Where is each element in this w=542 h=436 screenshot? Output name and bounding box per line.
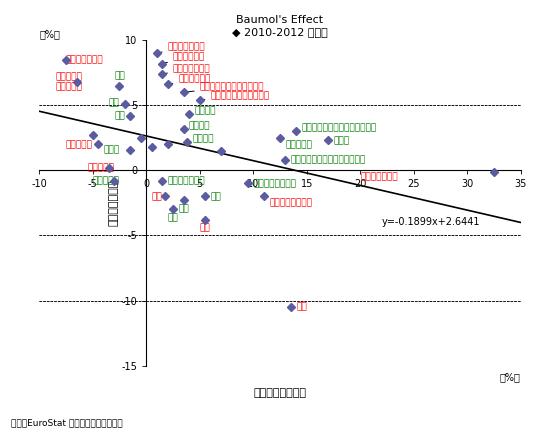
Text: 放送: 放送 — [114, 72, 125, 81]
Text: 通信: 通信 — [296, 303, 307, 312]
Y-axis label: 雇用者数成長率: 雇用者数成長率 — [108, 180, 119, 226]
Title: Baumol's Effect
◆ 2010-2012 年平均: Baumol's Effect ◆ 2010-2012 年平均 — [232, 15, 328, 37]
Text: 医薬品: 医薬品 — [104, 145, 119, 154]
Text: 上下水道、
廃棄物処理: 上下水道、 廃棄物処理 — [55, 72, 82, 92]
Text: 印刷: 印刷 — [152, 192, 162, 201]
X-axis label: 労働生産性上昇率: 労働生産性上昇率 — [254, 388, 306, 399]
Text: 化学・化学製品: 化学・化学製品 — [167, 176, 205, 185]
Text: 運輸・倉庫: 運輸・倉庫 — [66, 140, 93, 149]
Text: 機械・装置: 機械・装置 — [285, 140, 312, 149]
Text: y=-0.1899x+2.6441: y=-0.1899x+2.6441 — [382, 217, 480, 227]
Text: プログラミング: プログラミング — [159, 42, 205, 53]
Text: （%）: （%） — [500, 372, 521, 382]
Text: 電気機械: 電気機械 — [195, 106, 216, 115]
Text: その他の輸送機械: その他の輸送機械 — [269, 198, 312, 208]
Text: 金属製品: 金属製品 — [192, 135, 214, 143]
Text: 航業: 航業 — [199, 224, 210, 233]
Text: 石炭・石油製品: 石炭・石油製品 — [360, 172, 398, 181]
Text: 自動車: 自動車 — [333, 136, 350, 145]
Text: コンピュータ・電子・光学機器: コンピュータ・電子・光学機器 — [301, 123, 377, 132]
Text: 飲食・宿泊: 飲食・宿泊 — [87, 163, 114, 172]
Text: その他サービス: その他サービス — [66, 55, 104, 64]
Text: 非鉄金属製品: 非鉄金属製品 — [170, 75, 210, 84]
Text: 資料：EuroStat から経済産業省作成。: 資料：EuroStat から経済産業省作成。 — [11, 418, 122, 427]
Text: （%）: （%） — [39, 29, 60, 39]
Text: 電気・ガス・暖房: 電気・ガス・暖房 — [253, 179, 296, 188]
Text: 出版: 出版 — [114, 111, 125, 120]
Text: 紙・紙製品: 紙・紙製品 — [93, 176, 120, 185]
Text: 飲料: 飲料 — [167, 213, 178, 222]
Text: 専門、科学、技術サービス: 専門、科学、技術サービス — [186, 82, 264, 92]
Text: 機械修理・据付: 機械修理・据付 — [165, 64, 210, 74]
Text: 食品: 食品 — [108, 98, 119, 107]
Text: 繊維: 繊維 — [210, 192, 221, 201]
Text: 衣服: 衣服 — [178, 204, 189, 213]
Text: 鉄鋼製品: 鉄鋼製品 — [189, 122, 210, 131]
Text: 情報サービス: 情報サービス — [165, 53, 205, 63]
Text: 映像・ビデオ・番組、楽曲制作: 映像・ビデオ・番組、楽曲制作 — [291, 156, 366, 164]
Text: ゴム・プラスチック製品: ゴム・プラスチック製品 — [203, 92, 269, 101]
